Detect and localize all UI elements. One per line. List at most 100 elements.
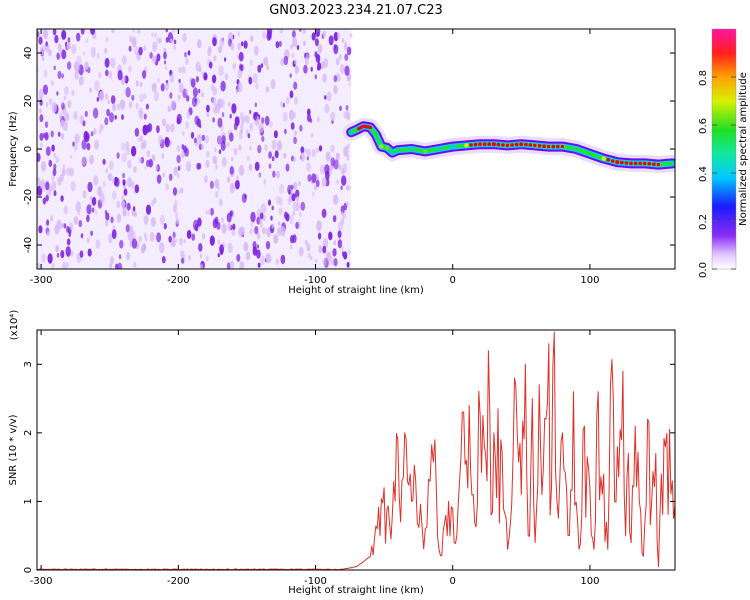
noise-blob bbox=[260, 203, 267, 214]
noise-blob bbox=[112, 103, 117, 111]
noise-blob bbox=[53, 163, 57, 171]
spectrogram-x-tick-label: -300 bbox=[30, 275, 53, 286]
noise-blob bbox=[231, 183, 235, 189]
noise-blob bbox=[348, 82, 351, 87]
noise-blob bbox=[290, 244, 293, 250]
noise-blob bbox=[291, 193, 296, 202]
noise-blob bbox=[125, 224, 130, 233]
noise-blob bbox=[39, 46, 45, 56]
noise-blob bbox=[159, 214, 165, 225]
noise-blob bbox=[44, 121, 49, 128]
noise-blob bbox=[230, 42, 235, 51]
noise-blob bbox=[258, 262, 261, 268]
noise-blob bbox=[277, 227, 282, 236]
noise-blob bbox=[333, 44, 339, 55]
noise-blob bbox=[346, 184, 350, 191]
noise-blob bbox=[127, 211, 130, 216]
track-bead bbox=[482, 142, 487, 146]
noise-blob bbox=[121, 114, 124, 120]
noise-blob bbox=[237, 54, 240, 60]
noise-blob bbox=[110, 256, 115, 265]
noise-blob bbox=[51, 144, 55, 152]
snr-x-tick-label: -100 bbox=[304, 576, 327, 587]
noise-blob bbox=[153, 91, 159, 102]
noise-blob bbox=[178, 189, 181, 194]
noise-blob bbox=[215, 104, 218, 110]
noise-blob bbox=[179, 237, 183, 246]
noise-blob bbox=[160, 83, 165, 92]
noise-blob bbox=[194, 98, 198, 103]
noise-blob bbox=[156, 232, 162, 243]
noise-blob bbox=[262, 227, 266, 235]
noise-blob bbox=[249, 109, 252, 114]
noise-blob bbox=[306, 113, 312, 122]
noise-blob bbox=[165, 65, 168, 71]
noise-blob bbox=[195, 76, 199, 83]
noise-blob bbox=[153, 197, 157, 204]
noise-blob bbox=[260, 255, 265, 266]
noise-blob bbox=[51, 262, 55, 269]
noise-blob bbox=[158, 134, 163, 144]
noise-blob bbox=[45, 41, 48, 47]
noise-blob bbox=[215, 164, 218, 170]
noise-blob bbox=[341, 167, 345, 175]
noise-blob bbox=[122, 55, 127, 65]
noise-blob bbox=[217, 117, 223, 128]
track-bead bbox=[469, 143, 473, 147]
noise-blob bbox=[87, 248, 92, 257]
snr-y-tick-label: 0 bbox=[23, 567, 34, 573]
noise-blob bbox=[47, 253, 53, 264]
noise-blob bbox=[315, 179, 320, 188]
noise-blob bbox=[347, 249, 351, 255]
noise-blob bbox=[282, 102, 285, 108]
noise-blob bbox=[93, 128, 97, 135]
noise-blob bbox=[273, 234, 279, 245]
noise-blob bbox=[156, 53, 161, 62]
noise-blob bbox=[263, 179, 267, 185]
spectrogram-x-axis-label: Height of straight line (km) bbox=[288, 285, 424, 296]
noise-blob bbox=[201, 134, 205, 141]
noise-blob bbox=[314, 38, 319, 47]
noise-blob bbox=[99, 90, 105, 102]
noise-blob bbox=[317, 44, 323, 54]
noise-blob bbox=[156, 125, 160, 134]
noise-blob bbox=[46, 219, 50, 226]
noise-blob bbox=[333, 85, 338, 95]
spectrogram-y-tick-label: -40 bbox=[23, 237, 34, 253]
noise-blob bbox=[68, 232, 71, 237]
track-bead bbox=[556, 144, 560, 149]
noise-blob bbox=[187, 50, 191, 56]
noise-blob bbox=[259, 212, 264, 220]
noise-blob bbox=[275, 41, 280, 49]
colorbar-tick-label: 0.6 bbox=[698, 118, 709, 134]
noise-blob bbox=[74, 133, 80, 144]
noise-blob bbox=[119, 239, 124, 249]
noise-blob bbox=[254, 102, 257, 108]
noise-blob bbox=[105, 36, 109, 43]
noise-blob bbox=[198, 243, 203, 252]
noise-blob bbox=[198, 88, 201, 94]
noise-blob bbox=[280, 101, 283, 107]
noise-blob bbox=[56, 252, 60, 258]
noise-blob bbox=[50, 130, 54, 138]
noise-blob bbox=[335, 152, 340, 161]
noise-blob bbox=[343, 146, 349, 157]
noise-blob bbox=[130, 181, 135, 189]
noise-blob bbox=[92, 107, 99, 119]
track-point bbox=[423, 149, 428, 154]
noise-blob bbox=[146, 149, 151, 158]
track-bead bbox=[368, 125, 373, 130]
noise-blob bbox=[320, 164, 325, 175]
snr-plot-area bbox=[37, 331, 675, 570]
noise-blob bbox=[214, 178, 220, 189]
track-bead bbox=[560, 144, 565, 149]
noise-blob bbox=[61, 73, 64, 79]
track-bead bbox=[642, 161, 647, 166]
track-bead bbox=[633, 161, 638, 166]
noise-blob bbox=[78, 220, 83, 228]
noise-blob bbox=[341, 245, 344, 252]
noise-blob bbox=[333, 258, 338, 267]
noise-blob bbox=[116, 213, 122, 223]
track-point bbox=[450, 144, 455, 149]
noise-blob bbox=[57, 176, 62, 186]
